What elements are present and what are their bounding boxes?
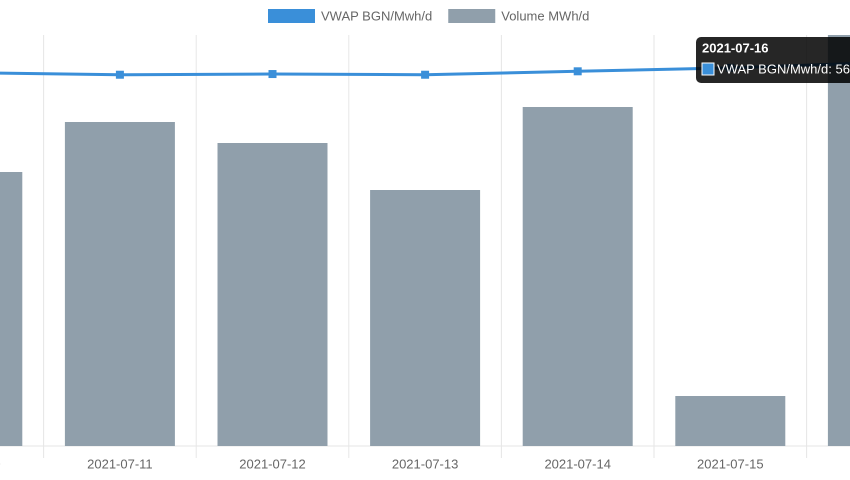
tooltip: 2021-07-16 VWAP BGN/Mwh/d: 56	[696, 37, 850, 83]
tooltip-title: 2021-07-16	[702, 40, 769, 55]
x-tick-label: 2021-07-10	[0, 456, 1, 471]
bar	[217, 143, 328, 446]
x-tick-label: 2021-07-11	[87, 456, 153, 471]
legend-label: Volume MWh/d	[501, 8, 589, 23]
x-tick-label: 2021-07-13	[392, 456, 459, 471]
bar	[0, 172, 23, 446]
x-tick-label: 2021-07-15	[697, 456, 764, 471]
bar	[675, 396, 786, 446]
point	[268, 70, 277, 79]
legend-swatch	[268, 9, 315, 23]
tooltip-box	[696, 37, 850, 83]
point	[115, 70, 124, 79]
x-tick-label: 2021-07-14	[544, 456, 611, 471]
bar	[64, 122, 175, 446]
x-tick-label: 2021-07-12	[239, 456, 306, 471]
bar	[522, 107, 633, 446]
point	[421, 70, 430, 79]
tooltip-label: VWAP BGN/Mwh/d: 56	[717, 61, 850, 76]
tooltip-swatch	[701, 62, 715, 76]
bar	[827, 35, 850, 446]
bar	[370, 190, 481, 446]
legend-swatch	[448, 9, 496, 23]
legend-label: VWAP BGN/Mwh/d	[321, 8, 432, 23]
point	[573, 67, 582, 76]
